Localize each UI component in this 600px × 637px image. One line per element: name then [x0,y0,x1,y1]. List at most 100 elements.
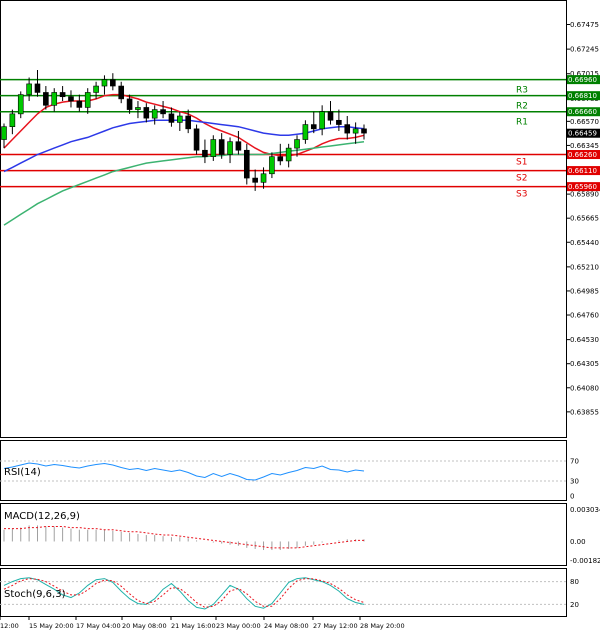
price-axis-label: 0.65665 [570,215,599,223]
candle-body[interactable] [302,124,309,140]
level-price-label-s3: 0.65960 [568,183,597,191]
candle-body[interactable] [118,85,125,100]
price-axis-label: 0.65440 [570,239,599,247]
macd-pane-frame [0,503,567,566]
price-axis-label: 0.67015 [570,70,599,78]
level-price-tag-s3 [567,182,600,192]
rsi-line [3,462,365,481]
stoch-main-line [3,577,365,610]
level-price-tag-s2 [567,166,600,176]
candle-body[interactable] [126,98,133,110]
candle-body[interactable] [51,92,58,106]
candle-body[interactable] [1,126,7,140]
candle-body[interactable] [151,109,158,119]
candle-body[interactable] [243,149,250,179]
level-price-label-s2: 0.66110 [568,167,597,175]
candle-body[interactable] [93,85,99,93]
macd-axis-label: -0.001826 [570,557,600,565]
level-price-tag-s1 [567,150,600,160]
level-price-label-r1: 0.66660 [568,108,597,116]
macd-axis-label: 0.003034 [570,506,600,514]
candle-body[interactable] [177,115,183,123]
rsi-axis-label: 30 [570,478,579,486]
candle-body[interactable] [202,149,208,157]
time-axis-label: 12:00 [0,622,19,630]
candle-body[interactable] [59,92,66,98]
stoch-axis-label: 20 [570,601,579,609]
candle-body[interactable] [76,100,83,108]
candle-body[interactable] [143,107,150,119]
candle-body[interactable] [160,109,166,115]
candle-body[interactable] [34,83,41,93]
candle-body[interactable] [310,124,317,130]
candle-body[interactable] [218,139,225,155]
candle-body[interactable] [26,83,32,95]
candle-body[interactable] [84,92,91,108]
candle-body[interactable] [352,128,359,134]
level-price-label-r2: 0.66810 [568,92,597,100]
price-axis-label: 0.67475 [570,21,599,29]
price-axis-label: 0.67245 [570,46,599,54]
candle-body[interactable] [252,177,258,183]
candle-body[interactable] [68,96,74,102]
candle-body[interactable] [185,115,191,130]
rsi-label: RSI(14) [4,467,41,478]
candle-body[interactable] [168,113,175,123]
current-price-label: 0.66459 [568,130,597,138]
time-axis-label: 24 May 08:00 [264,622,309,630]
price-axis-label: 0.64985 [570,287,599,295]
candle-body[interactable] [260,173,267,183]
rsi-axis-label: 0 [570,493,574,501]
stoch-label: Stoch(9,6,3) [4,589,66,600]
stoch-axis-label: 80 [570,578,579,586]
candle-body[interactable] [193,128,200,151]
candle-body[interactable] [285,147,292,162]
candle-body[interactable] [101,79,108,87]
candle-body[interactable] [43,92,49,106]
moving-average-green [3,140,365,226]
macd-label: MACD(12,26,9) [4,511,80,522]
level-name-s1: S1 [516,158,527,168]
time-axis-label: 27 May 12:00 [313,622,358,630]
candle-body[interactable] [336,119,342,125]
candle-body[interactable] [361,128,367,134]
stoch-signal-line [3,578,365,608]
level-name-r2: R2 [516,102,528,112]
time-axis-label: 23 May 00:00 [216,622,261,630]
candle-body[interactable] [319,111,325,130]
current-price-tag [567,128,600,138]
level-name-r1: R1 [516,118,528,128]
price-axis-label: 0.66570 [570,118,599,126]
rsi-pane-frame [0,440,567,501]
candle-body[interactable] [17,94,24,115]
level-name-r3: R3 [516,86,528,96]
price-axis-label: 0.63855 [570,408,599,416]
candle-body[interactable] [135,107,141,110]
level-name-s2: S2 [516,174,527,184]
level-name-s3: S3 [516,190,527,200]
price-axis-label: 0.64080 [570,384,599,392]
candle-body[interactable] [269,156,275,175]
candle-body[interactable] [227,141,233,155]
stoch-pane-frame [0,568,567,617]
time-axis-label: 15 May 20:00 [29,622,74,630]
candle-body[interactable] [327,111,334,121]
macd-axis-label: 0.00 [570,538,586,546]
candle-body[interactable] [210,139,217,157]
candle-body[interactable] [294,139,300,149]
candle-body[interactable] [344,124,351,134]
level-price-label-s1: 0.66260 [568,151,597,159]
price-axis-label: 0.65210 [570,263,599,271]
price-axis-label: 0.65890 [570,191,599,199]
level-price-tag-r2 [567,91,600,101]
price-axis-label: 0.64760 [570,312,599,320]
main-pane-frame [0,0,567,438]
candle-body[interactable] [110,79,116,87]
rsi-axis-label: 70 [570,458,579,466]
time-axis-label: 28 May 20:00 [360,622,405,630]
candle-body[interactable] [9,113,16,128]
candle-body[interactable] [277,156,284,162]
candle-body[interactable] [235,141,242,151]
